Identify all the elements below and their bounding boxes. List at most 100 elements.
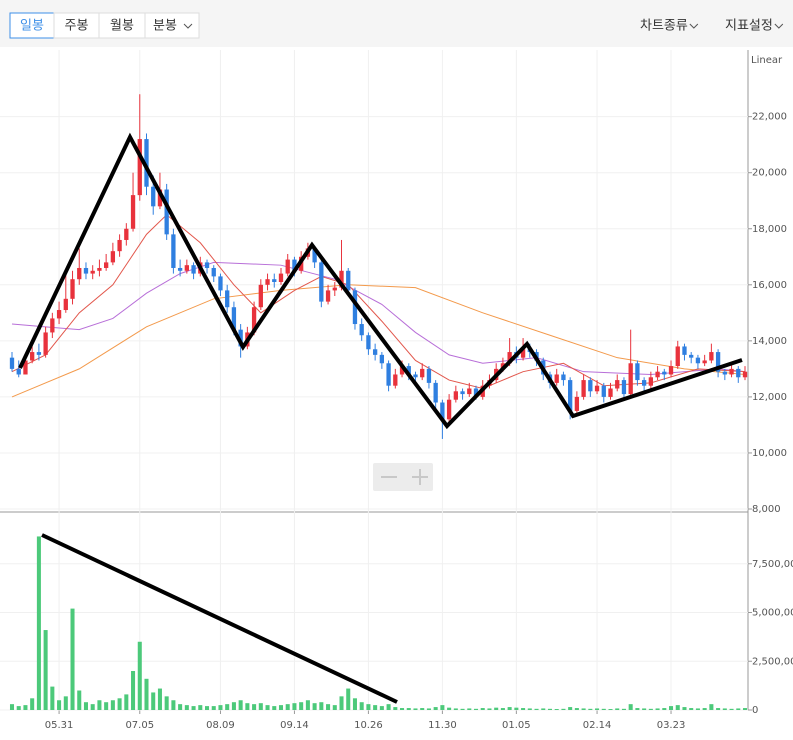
candle-body <box>30 352 35 361</box>
volume-bar <box>669 706 674 710</box>
volume-bar <box>305 700 310 710</box>
candle-body <box>426 368 432 383</box>
candle-body <box>581 380 586 397</box>
volume-bar <box>198 705 203 710</box>
volume-bar <box>184 705 189 710</box>
volume-bar <box>16 706 21 710</box>
candle-body <box>359 324 364 336</box>
candle-body <box>171 234 176 268</box>
volume-bar <box>628 704 633 710</box>
period-button-label[interactable]: 일봉 <box>20 19 44 34</box>
volume-bar <box>695 708 700 710</box>
volume-bar <box>447 707 452 710</box>
candle-body <box>23 360 28 375</box>
volume-bar <box>386 704 391 710</box>
y-tick-label: 14,000 <box>752 336 787 347</box>
volume-bar <box>426 708 431 710</box>
zoom-in-icon[interactable] <box>412 469 428 485</box>
volume-bar <box>225 704 230 710</box>
candle-body <box>682 346 687 355</box>
candle-body <box>110 251 116 263</box>
volume-bar <box>473 708 479 710</box>
volume-bar <box>588 708 593 710</box>
candle-body <box>715 352 721 372</box>
candle-body <box>312 248 317 263</box>
candle-body <box>467 388 472 395</box>
candle-body <box>346 270 351 291</box>
volume-bar <box>574 708 579 710</box>
candle-body <box>608 388 613 397</box>
volume-bar <box>97 700 102 710</box>
zoom-control[interactable] <box>373 463 433 491</box>
period-button-label[interactable]: 주봉 <box>65 19 89 34</box>
volume-bar <box>729 708 734 710</box>
volume-bar <box>702 708 707 710</box>
candle-body <box>413 374 418 378</box>
candle-body <box>655 371 660 378</box>
candle-body <box>352 290 358 325</box>
volume-bar <box>514 707 519 710</box>
x-tick-label: 09.14 <box>280 720 309 731</box>
volume-bar <box>709 704 714 710</box>
volume-bar <box>615 708 620 710</box>
candle-body <box>554 374 559 383</box>
volume-bar <box>487 708 492 710</box>
volume-bar <box>117 698 122 710</box>
candle-body <box>265 279 270 285</box>
volume-bar <box>50 686 55 710</box>
moving-average <box>11 214 746 390</box>
period-button-label[interactable]: 월봉 <box>110 19 134 34</box>
candle-body <box>339 270 344 288</box>
candle-body <box>507 352 512 364</box>
volume-bar <box>722 708 727 710</box>
volume-bar <box>346 688 351 710</box>
candle-body <box>399 366 405 375</box>
candle-body <box>695 357 701 364</box>
candle-body <box>742 371 748 378</box>
period-button-label[interactable]: 분봉 <box>153 19 177 34</box>
volume-bar <box>366 704 371 710</box>
volume-bar <box>205 706 210 710</box>
volume-bar <box>400 708 405 710</box>
candle-body <box>251 307 257 333</box>
candle-body <box>272 279 277 282</box>
candle-body <box>43 332 48 355</box>
volume-bar <box>406 708 411 710</box>
dropdown-icon <box>689 23 699 29</box>
volume-bar <box>326 704 331 710</box>
candle-body <box>151 186 156 207</box>
candle-body <box>722 371 727 375</box>
candle-body <box>628 363 633 395</box>
candle-body <box>117 239 122 252</box>
volume-bar <box>164 696 169 710</box>
candle-body <box>184 265 189 271</box>
candle-body <box>130 195 136 229</box>
volume-bar <box>655 708 660 710</box>
candle-body <box>157 189 163 207</box>
volume-bar <box>689 708 694 710</box>
menu-button[interactable]: 지표설정 <box>725 19 773 34</box>
volume-bar <box>480 708 485 710</box>
candle-body <box>285 259 290 274</box>
menu-button[interactable]: 차트종류 <box>640 19 688 34</box>
candle-body <box>70 279 75 299</box>
volume-bar <box>319 702 324 710</box>
candle-body <box>635 363 640 381</box>
candle-body <box>292 259 297 271</box>
volume-bar <box>621 708 626 710</box>
candle-body <box>325 290 331 302</box>
volume-bar <box>312 703 317 710</box>
volume-bar <box>57 700 62 710</box>
candle-body <box>137 139 142 196</box>
candle-body <box>689 354 694 358</box>
volume-bar <box>83 702 88 710</box>
candle-body <box>648 377 654 386</box>
scale-label: Linear <box>751 55 783 66</box>
y-tick-label: 20,000 <box>752 168 787 179</box>
candle-body <box>621 380 627 395</box>
candle-body <box>440 402 445 420</box>
moving-average <box>11 261 746 375</box>
y-tick-label: 22,000 <box>752 112 787 123</box>
candle-body <box>231 307 237 330</box>
candle-body <box>218 276 223 291</box>
